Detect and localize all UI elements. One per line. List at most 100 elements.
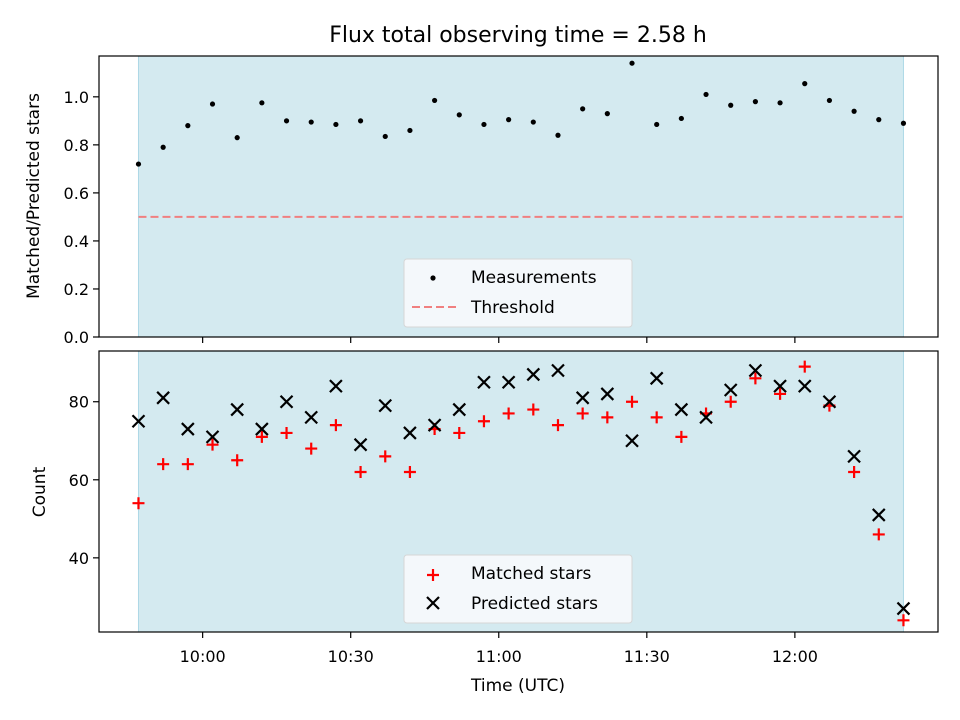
predicted-star-point: [797, 379, 812, 393]
measurement-point: [185, 123, 191, 129]
legend-marker-predicted: [426, 596, 440, 610]
measurement-point: [135, 161, 142, 167]
matched-star-point: [724, 395, 737, 408]
matched-star-point: [502, 407, 515, 420]
x-axis-tick-label: 11:30: [624, 647, 670, 666]
measurement-point: [209, 101, 216, 107]
measurement-point: [654, 121, 660, 128]
matched-star-point: [650, 411, 663, 424]
x-axis-tick-label: 11:00: [476, 647, 522, 666]
y-axis-ratio-tick-label: 0.0: [64, 328, 89, 347]
count-panel-frame: [98, 350, 939, 633]
measurement-point: [432, 97, 438, 104]
measurement-point: [530, 119, 536, 125]
legend-bottom: Matched stars Predicted stars: [403, 554, 633, 624]
y-axis-label-ratio: Matched/Predicted stars: [24, 93, 44, 299]
matched-star-point: [403, 465, 416, 478]
measurement-point: [160, 144, 166, 150]
matched-star-point: [749, 372, 762, 385]
predicted-star-point: [649, 371, 664, 386]
x-axis-tick-label: 10:00: [180, 647, 226, 666]
matched-star-point: [527, 403, 540, 416]
y-axis-count-tick-label: 60: [69, 471, 89, 490]
legend-marker-matched: [427, 569, 439, 581]
matched-star-point: [329, 419, 342, 432]
measurement-point: [802, 81, 808, 87]
measurement-point: [604, 111, 610, 117]
matched-star-point: [453, 426, 466, 439]
predicted-star-point: [205, 430, 220, 444]
measurement-point: [851, 108, 857, 114]
y-axis-ratio-tick-label: 0.8: [64, 136, 89, 155]
matched-star-point: [774, 387, 787, 400]
predicted-star-point: [625, 433, 639, 448]
predicted-star-point: [304, 410, 318, 425]
matched-star-point: [379, 450, 392, 463]
predicted-star-point: [526, 367, 541, 382]
predicted-star-point: [551, 363, 565, 378]
predicted-star-point: [723, 383, 738, 397]
matched-star-point: [280, 426, 293, 439]
predicted-star-point: [427, 418, 442, 432]
measurement-point: [382, 133, 388, 140]
predicted-star-point: [131, 414, 146, 429]
matched-star-point: [897, 614, 910, 627]
legend-top: Measurements Threshold: [403, 258, 633, 328]
measurement-point: [481, 121, 487, 128]
measurement-point: [678, 115, 684, 122]
measurement-point: [555, 132, 561, 138]
predicted-star-point: [156, 391, 170, 405]
measurement-point: [506, 117, 512, 123]
matched-star-point: [354, 465, 367, 478]
measurement-point: [826, 97, 833, 104]
x-axis-tick-label: 12:00: [772, 647, 818, 666]
matched-star-point: [305, 442, 318, 455]
y-axis-ratio-tick-label: 1.0: [64, 88, 89, 107]
measurement-point: [703, 91, 709, 98]
matched-star-point: [255, 430, 268, 443]
matched-star-point: [551, 419, 564, 432]
measurement-point: [752, 99, 758, 105]
matched-star-point: [132, 497, 145, 510]
chart-title: Flux total observing time = 2.58 h: [329, 23, 707, 48]
measurement-point: [629, 60, 635, 66]
predicted-star-point: [230, 402, 244, 417]
legend-label-measurements: Measurements: [471, 268, 597, 288]
y-axis-label-count: Count: [30, 466, 50, 517]
ratio-panel-frame: [98, 55, 939, 338]
predicted-star-point: [279, 394, 294, 409]
matched-star-point: [576, 407, 589, 420]
matched-star-point: [675, 430, 688, 443]
legend-label-matched: Matched stars: [471, 564, 591, 584]
measurement-point: [777, 100, 783, 106]
measurement-point: [357, 118, 364, 124]
y-axis-count-tick-label: 40: [69, 549, 89, 568]
predicted-star-point: [378, 398, 393, 413]
matched-star-point: [157, 458, 170, 471]
measurement-point: [456, 112, 462, 118]
matched-star-point: [848, 465, 861, 478]
predicted-star-point: [600, 387, 615, 401]
matched-star-point: [626, 395, 639, 408]
measurement-point: [283, 118, 290, 124]
matched-star-point: [798, 360, 811, 373]
matched-star-point: [206, 438, 219, 451]
predicted-star-point: [575, 391, 590, 405]
legend-marker-measurements: [430, 275, 436, 281]
measurement-point: [407, 127, 413, 134]
predicted-star-point: [896, 601, 911, 616]
measurement-point: [333, 121, 339, 128]
legend-top-box: [403, 258, 633, 328]
measurement-point: [580, 106, 586, 112]
measurement-point: [728, 102, 734, 108]
y-axis-ratio-tick-label: 0.2: [64, 280, 89, 299]
x-axis-label: Time (UTC): [470, 676, 565, 696]
predicted-star-point: [181, 422, 195, 436]
x-axis-tick-label: 10:30: [328, 647, 374, 666]
matched-star-point: [872, 528, 885, 541]
predicted-star-point: [773, 379, 787, 393]
predicted-star-point: [255, 422, 269, 436]
measurement-point: [308, 119, 314, 125]
predicted-star-point: [871, 508, 886, 522]
